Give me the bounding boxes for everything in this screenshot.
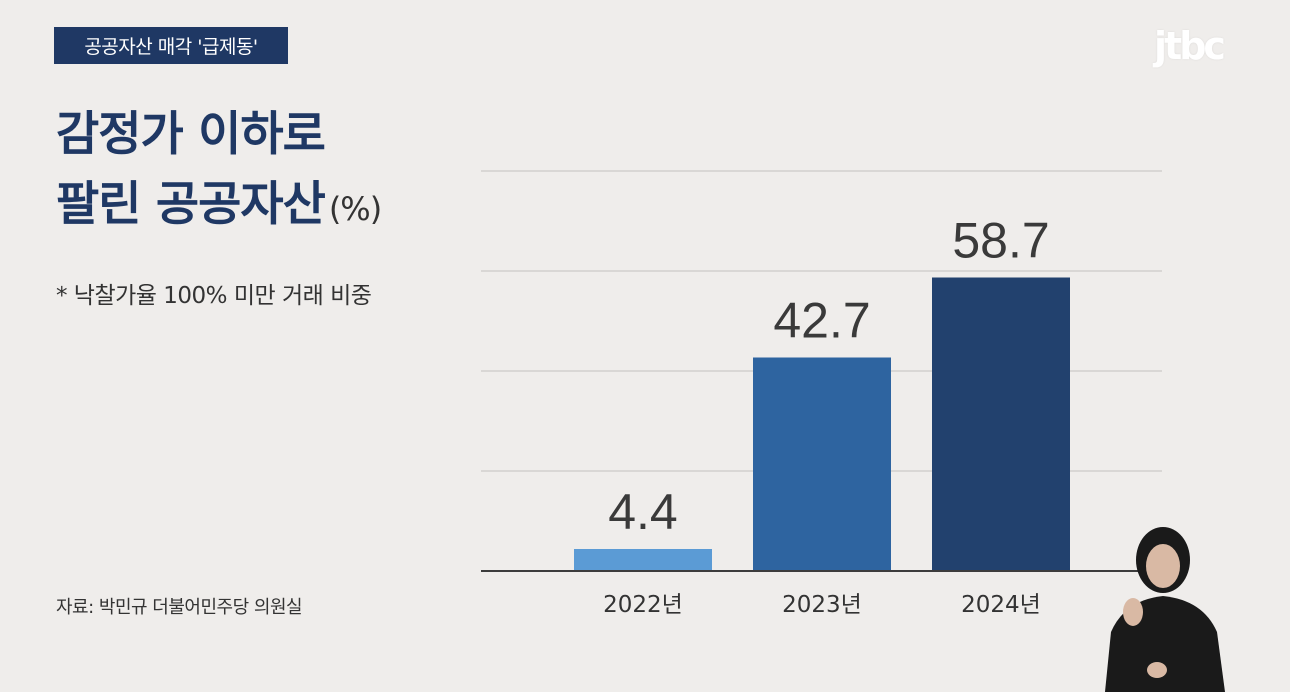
sign-language-interpreter [1105, 527, 1225, 692]
title-line-2: 팔린 공공자산 [56, 177, 326, 232]
topic-tag: 공공자산 매각 '급제동' [54, 27, 288, 64]
chart-title: 감정가 이하로 팔린 공공자산 (%) [56, 100, 382, 244]
bar-3 [932, 277, 1070, 571]
title-unit: (%) [328, 190, 382, 228]
source-note: 자료: 박민규 더불어민주당 의원실 [56, 597, 303, 618]
chart-note: * 낙찰가율 100% 미만 거래 비중 [56, 283, 372, 309]
bar-2 [753, 357, 891, 571]
x-tick-label: 2024년 [961, 592, 1041, 618]
x-tick-label: 2023년 [782, 592, 862, 618]
bar-1 [574, 549, 712, 571]
data-label: 42.7 [773, 293, 870, 349]
data-label: 58.7 [952, 213, 1049, 269]
title-line-1: 감정가 이하로 [56, 107, 326, 162]
x-tick-label: 2022년 [603, 592, 683, 618]
jtbc-logo: jtbc [1154, 24, 1226, 68]
data-label: 4.4 [608, 484, 678, 540]
